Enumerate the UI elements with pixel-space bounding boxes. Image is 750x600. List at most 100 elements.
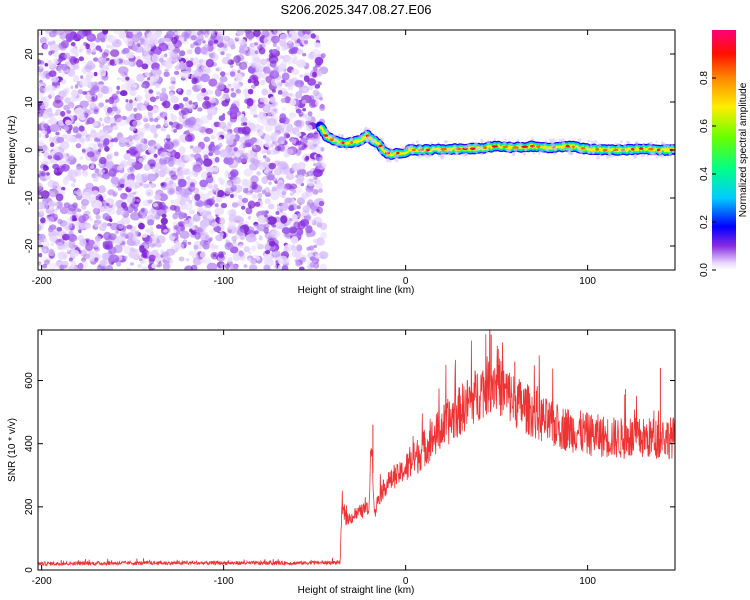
noise-speck	[296, 229, 303, 236]
noise-speck	[271, 186, 278, 192]
noise-speck	[296, 161, 306, 170]
ridge-halo	[640, 153, 645, 158]
noise-speck	[49, 210, 54, 215]
noise-speck	[276, 207, 281, 212]
noise-speck	[80, 75, 84, 79]
ridge-halo	[565, 148, 568, 151]
noise-speck	[286, 234, 292, 239]
noise-speck	[49, 235, 58, 243]
noise-speck	[164, 68, 169, 73]
ridge-peak	[613, 148, 619, 152]
noise-speck	[110, 222, 119, 231]
noise-speck	[219, 75, 228, 83]
noise-speck	[129, 99, 133, 104]
noise-speck	[251, 84, 256, 89]
noise-speck	[264, 134, 272, 143]
noise-speck	[225, 138, 234, 146]
noise-speck	[225, 72, 229, 76]
ridge-halo	[464, 153, 467, 157]
noise-speck	[286, 123, 294, 132]
ridge-halo	[653, 145, 656, 148]
ridge-halo	[447, 152, 451, 156]
noise-speck	[129, 88, 137, 97]
noise-speck	[268, 240, 276, 247]
noise-speck	[52, 86, 57, 91]
noise-speck	[243, 264, 248, 268]
noise-speck	[79, 78, 90, 87]
colorbar-tick-label: 0.8	[699, 71, 710, 85]
noise-speck	[141, 233, 148, 238]
noise-speck	[173, 103, 180, 111]
noise-speck	[74, 84, 79, 89]
noise-speck	[266, 216, 277, 225]
noise-speck	[285, 258, 290, 264]
noise-speck	[219, 232, 224, 237]
noise-speck	[223, 35, 231, 42]
noise-speck	[163, 121, 169, 127]
noise-speck	[227, 59, 235, 65]
noise-speck	[105, 265, 114, 270]
noise-speck	[168, 43, 175, 51]
noise-speck	[96, 131, 107, 140]
noise-speck	[252, 159, 260, 165]
noise-speck	[289, 30, 296, 35]
noise-speck	[97, 219, 103, 225]
noise-speck	[192, 164, 202, 173]
noise-speck	[95, 267, 102, 270]
ridge-peak	[656, 148, 661, 152]
noise-speck	[42, 164, 48, 171]
noise-speck	[305, 120, 311, 126]
noise-speck	[127, 158, 136, 167]
ridge-peak	[396, 151, 400, 155]
ridge-halo	[411, 142, 415, 145]
noise-speck	[118, 136, 127, 144]
ridge-halo	[385, 154, 389, 157]
ridge-halo	[480, 139, 484, 143]
noise-speck	[268, 162, 276, 170]
noise-speck	[256, 129, 263, 137]
noise-speck	[48, 205, 54, 211]
noise-speck	[94, 223, 99, 228]
noise-speck	[271, 132, 280, 139]
noise-speck	[280, 215, 288, 224]
noise-speck	[310, 33, 316, 39]
noise-speck	[313, 176, 318, 180]
noise-speck	[320, 231, 327, 240]
bottom-y-ticks: 0 200 400 600	[24, 372, 675, 573]
ridge-halo	[394, 158, 399, 163]
colorbar-tick-label: 0.2	[699, 215, 710, 229]
frequency-ridge	[315, 121, 675, 163]
noise-speck	[241, 205, 246, 210]
noise-speck	[60, 79, 67, 85]
noise-speck	[307, 52, 317, 60]
noise-speck	[110, 49, 120, 57]
noise-speck	[236, 30, 244, 36]
noise-speck	[145, 188, 154, 197]
ridge-halo	[533, 152, 536, 155]
noise-speck	[48, 248, 55, 257]
ridge-halo	[373, 133, 377, 137]
ridge-halo	[364, 138, 368, 141]
noise-speck	[315, 237, 326, 246]
noise-speck	[154, 82, 161, 89]
noise-speck	[38, 86, 47, 95]
noise-speck	[91, 161, 95, 166]
ridge-halo	[605, 155, 610, 159]
noise-speck	[214, 156, 220, 163]
noise-speck	[38, 186, 44, 192]
ridge-halo	[587, 139, 590, 143]
snr-frame	[37, 329, 676, 571]
x-tick-label: -200	[32, 276, 52, 287]
noise-speck	[209, 228, 215, 234]
noise-speck	[205, 201, 209, 206]
noise-speck	[129, 125, 137, 132]
noise-speck	[143, 71, 150, 78]
noise-speck	[48, 70, 57, 78]
ridge-peak	[329, 138, 334, 141]
noise-speck	[38, 32, 42, 37]
ridge-halo	[358, 139, 361, 142]
noise-speck	[230, 193, 234, 199]
noise-speck	[140, 173, 148, 182]
ridge-halo	[619, 149, 622, 151]
noise-speck	[65, 119, 72, 126]
